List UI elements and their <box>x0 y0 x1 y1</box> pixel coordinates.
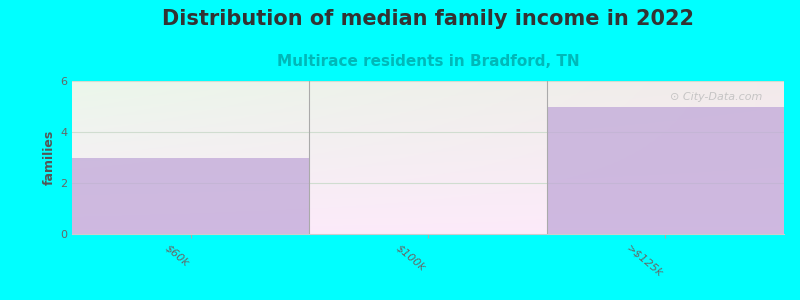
Text: ⊙ City-Data.com: ⊙ City-Data.com <box>670 92 762 102</box>
FancyBboxPatch shape <box>546 106 784 234</box>
Y-axis label: families: families <box>43 130 56 185</box>
Text: Multirace residents in Bradford, TN: Multirace residents in Bradford, TN <box>277 54 579 69</box>
FancyBboxPatch shape <box>72 158 310 234</box>
Text: Distribution of median family income in 2022: Distribution of median family income in … <box>162 9 694 29</box>
